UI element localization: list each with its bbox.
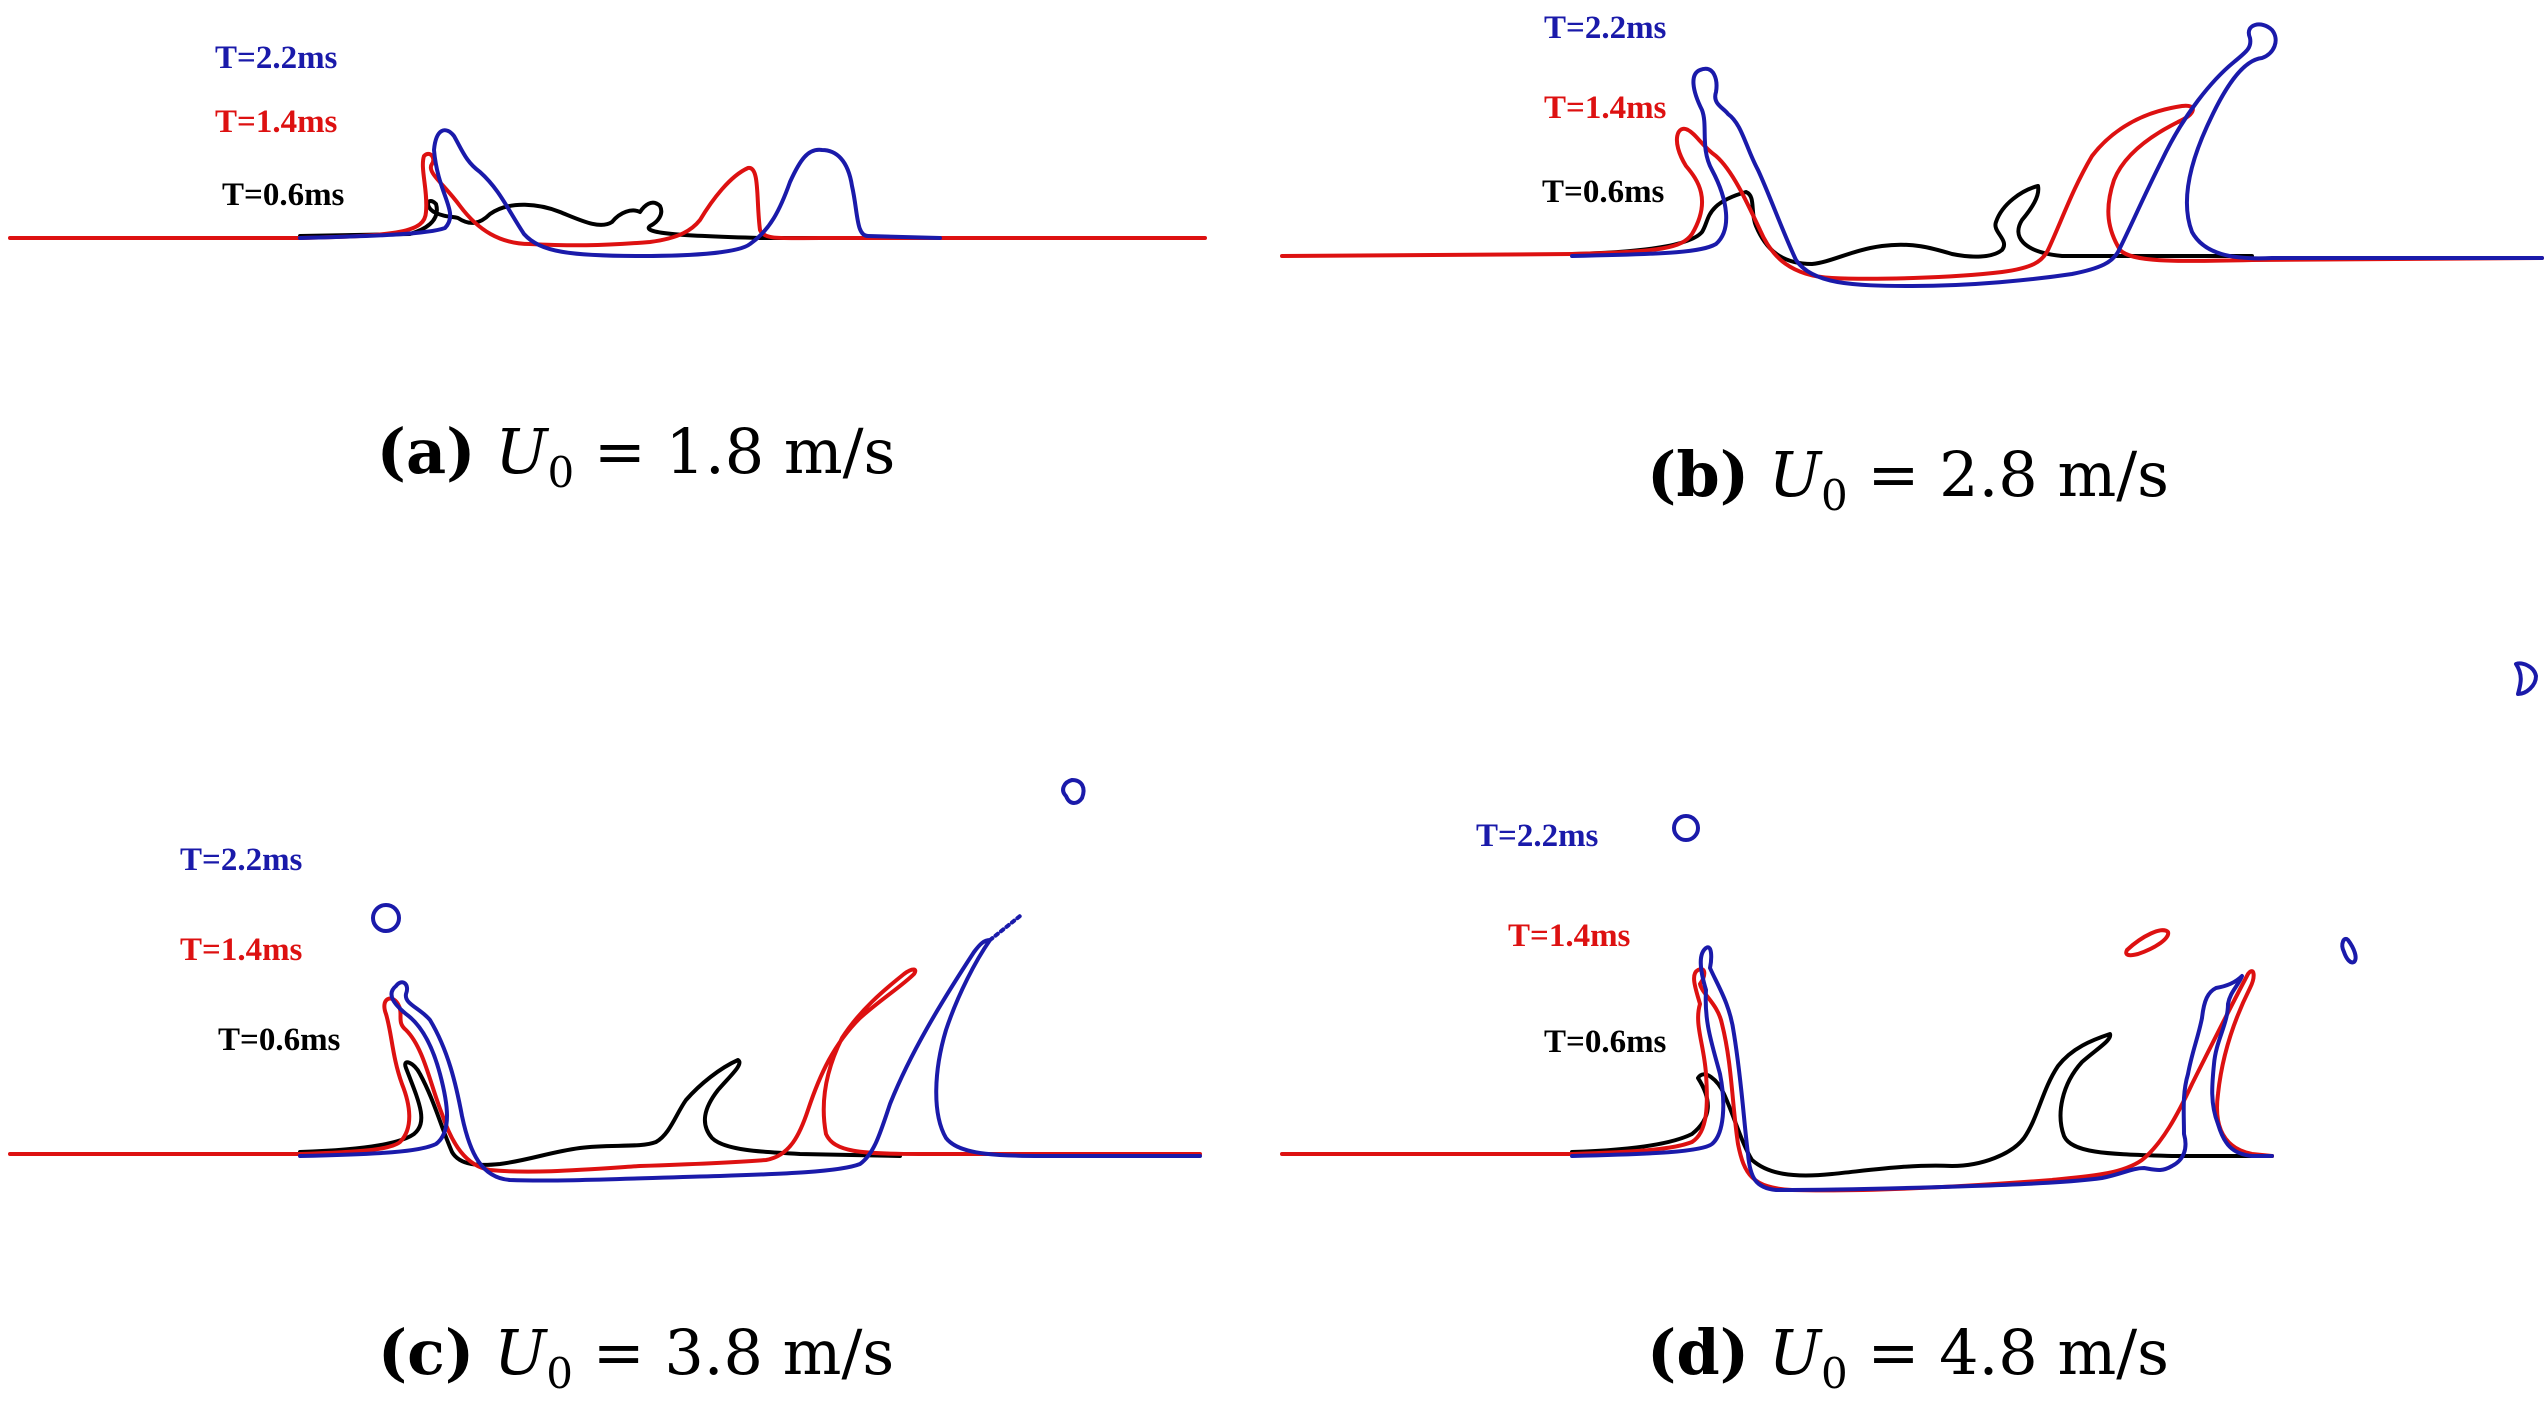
- caption-var: U: [493, 1316, 547, 1389]
- droplet-left: [371, 903, 401, 933]
- panel-d-plot: T=2.2ms T=1.4ms T=0.6ms: [1280, 661, 2538, 1193]
- legend-t06: T=0.6ms: [218, 1022, 341, 1058]
- caption-rest: = 2.8 m/s: [1847, 438, 2169, 511]
- interface-t06: [1570, 1032, 2274, 1178]
- caption-letter: (d): [1647, 1316, 1750, 1389]
- panel-b-plot: T=2.2ms T=1.4ms T=0.6ms: [1280, 10, 2544, 288]
- panel-a-plot: T=2.2ms T=1.4ms T=0.6ms: [8, 40, 1207, 258]
- caption-var: U: [495, 415, 548, 488]
- interface-t06: [1570, 184, 2254, 266]
- droplet-far: [2514, 661, 2538, 696]
- legend-t14: T=1.4ms: [1508, 918, 1631, 954]
- interface-t14: [8, 967, 1202, 1174]
- legend-t22: T=2.2ms: [1476, 818, 1599, 854]
- legend-t14: T=1.4ms: [180, 932, 303, 968]
- legend-t06: T=0.6ms: [222, 177, 345, 213]
- interface-t14: [1280, 103, 2544, 281]
- caption-sub: 0: [546, 1349, 573, 1398]
- caption-a: (a) U0 = 1.8 m/s: [0, 415, 1272, 497]
- caption-sub: 0: [547, 448, 575, 497]
- interface-t14: [8, 151, 1207, 248]
- caption-sub: 0: [1821, 471, 1848, 520]
- spray-trail: [988, 914, 1022, 942]
- droplet-red: [2124, 928, 2171, 958]
- droplet-small: [2340, 937, 2358, 965]
- caption-rest: = 3.8 m/s: [572, 1316, 895, 1389]
- panel-d: T=2.2ms T=1.4ms T=0.6ms (d) U0 = 4.8 m/s: [1272, 661, 2544, 1408]
- panel-a: T=2.2ms T=1.4ms T=0.6ms (a) U0 = 1.8 m/s: [0, 0, 1272, 704]
- caption-d: (d) U0 = 4.8 m/s: [1272, 1316, 2544, 1398]
- legend-t22: T=2.2ms: [215, 40, 338, 76]
- droplet-top: [1061, 778, 1086, 805]
- caption-sub: 0: [1821, 1349, 1848, 1398]
- interface-t06: [298, 1058, 902, 1167]
- caption-rest: = 4.8 m/s: [1847, 1316, 2169, 1389]
- panel-b: T=2.2ms T=1.4ms T=0.6ms (b) U0 = 2.8 m/s: [1272, 0, 2544, 704]
- caption-letter: (b): [1647, 438, 1750, 511]
- caption-var: U: [1768, 1316, 1822, 1389]
- interface-t22: [298, 938, 1202, 1183]
- legend-t22: T=2.2ms: [180, 842, 303, 878]
- panel-c: T=2.2ms T=1.4ms T=0.6ms (c) U0 = 3.8 m/s: [0, 704, 1272, 1408]
- interface-t22: [298, 128, 942, 258]
- legend-t22: T=2.2ms: [1544, 10, 1667, 46]
- legend-t06: T=0.6ms: [1542, 174, 1665, 210]
- caption-b: (b) U0 = 2.8 m/s: [1272, 438, 2544, 520]
- panel-c-plot: T=2.2ms T=1.4ms T=0.6ms: [8, 778, 1202, 1183]
- caption-c: (c) U0 = 3.8 m/s: [0, 1316, 1272, 1398]
- interface-t22: [1570, 22, 2544, 288]
- caption-rest: = 1.8 m/s: [574, 415, 896, 488]
- interface-t14: [1280, 967, 2274, 1193]
- caption-letter: (c): [377, 1316, 475, 1389]
- legend-t06: T=0.6ms: [1544, 1024, 1667, 1060]
- caption-var: U: [1768, 438, 1822, 511]
- interface-t22: [1570, 945, 2274, 1192]
- caption-letter: (a): [376, 415, 476, 488]
- legend-t14: T=1.4ms: [215, 104, 338, 140]
- legend-t14: T=1.4ms: [1544, 90, 1667, 126]
- interface-t06: [298, 199, 902, 240]
- droplet-left: [1672, 814, 1700, 842]
